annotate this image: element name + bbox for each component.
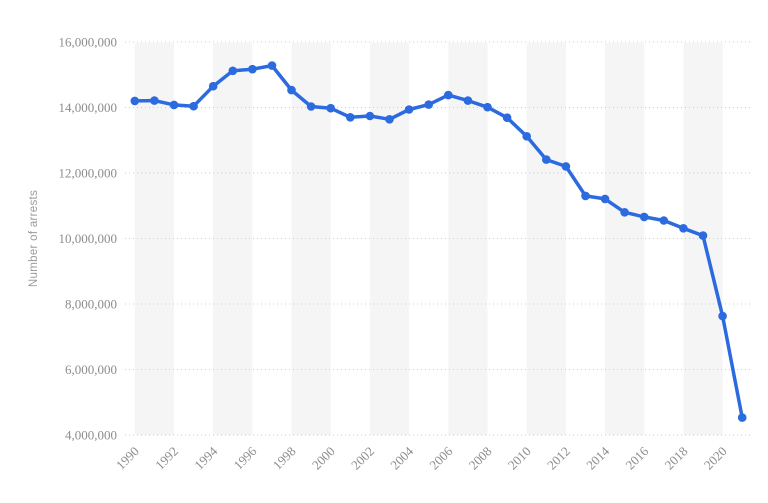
- x-tick-label: 1994: [191, 443, 220, 472]
- data-point-2003[interactable]: [385, 115, 394, 124]
- x-tick-label: 1996: [230, 443, 259, 472]
- y-tick-label: 8,000,000: [65, 297, 117, 312]
- data-point-2013[interactable]: [581, 191, 590, 201]
- y-tick-label: 16,000,000: [59, 35, 118, 50]
- y-tick-label: 10,000,000: [59, 231, 118, 246]
- plot-band: [526, 43, 566, 435]
- data-point-1992[interactable]: [169, 100, 179, 110]
- x-tick-label: 2008: [466, 444, 495, 473]
- x-tick-label: 2006: [426, 443, 455, 472]
- data-point-1990[interactable]: [130, 96, 140, 106]
- y-tick-label: 12,000,000: [59, 166, 118, 181]
- data-point-1991[interactable]: [150, 96, 159, 105]
- x-tick-label: 2018: [662, 444, 691, 473]
- x-tick-label: 2016: [622, 443, 651, 472]
- x-tick-label: 2010: [505, 444, 534, 473]
- x-tick-label: 2014: [583, 443, 612, 472]
- data-point-1995[interactable]: [228, 66, 238, 76]
- data-point-2009[interactable]: [502, 113, 512, 122]
- plot-band: [448, 43, 488, 435]
- data-point-2006[interactable]: [444, 90, 453, 100]
- y-tick-label: 6,000,000: [65, 362, 117, 377]
- x-tick-label: 2012: [544, 444, 573, 473]
- data-point-2001[interactable]: [346, 113, 355, 122]
- data-point-2011[interactable]: [542, 155, 551, 164]
- data-point-2002[interactable]: [365, 111, 375, 121]
- x-tick-label: 1992: [152, 444, 181, 473]
- x-tick-label: 2004: [387, 443, 416, 472]
- data-point-2015[interactable]: [620, 208, 629, 217]
- data-point-2014[interactable]: [600, 194, 610, 204]
- plot-band: [213, 43, 253, 435]
- x-tick-label: 1998: [270, 444, 299, 473]
- data-point-2017[interactable]: [659, 216, 669, 225]
- data-point-2020[interactable]: [718, 311, 727, 321]
- y-tick-label: 4,000,000: [65, 428, 117, 443]
- data-point-2016[interactable]: [639, 212, 649, 222]
- data-point-2005[interactable]: [424, 100, 434, 109]
- data-point-2019[interactable]: [698, 231, 708, 240]
- y-tick-label: 14,000,000: [59, 100, 118, 115]
- data-point-2012[interactable]: [561, 162, 571, 171]
- plot-band: [605, 43, 645, 435]
- y-axis-title: Number of arrests: [28, 190, 40, 287]
- data-point-2018[interactable]: [679, 224, 688, 233]
- x-tick-label: 2000: [309, 444, 338, 473]
- data-point-1998[interactable]: [287, 85, 296, 95]
- data-point-2010[interactable]: [522, 132, 531, 141]
- data-point-1994[interactable]: [208, 81, 218, 91]
- data-point-2021[interactable]: [737, 413, 747, 422]
- data-point-1999[interactable]: [306, 102, 316, 111]
- x-tick-label: 2020: [701, 444, 730, 473]
- data-point-1993[interactable]: [189, 101, 198, 111]
- data-point-2000[interactable]: [326, 103, 336, 113]
- data-point-2007[interactable]: [463, 96, 473, 105]
- data-point-2004[interactable]: [404, 105, 414, 114]
- data-point-2008[interactable]: [483, 102, 492, 112]
- data-point-1997[interactable]: [267, 61, 277, 70]
- x-tick-label: 2002: [348, 444, 377, 473]
- x-tick-label: 1990: [113, 444, 142, 473]
- data-point-1996[interactable]: [248, 64, 257, 74]
